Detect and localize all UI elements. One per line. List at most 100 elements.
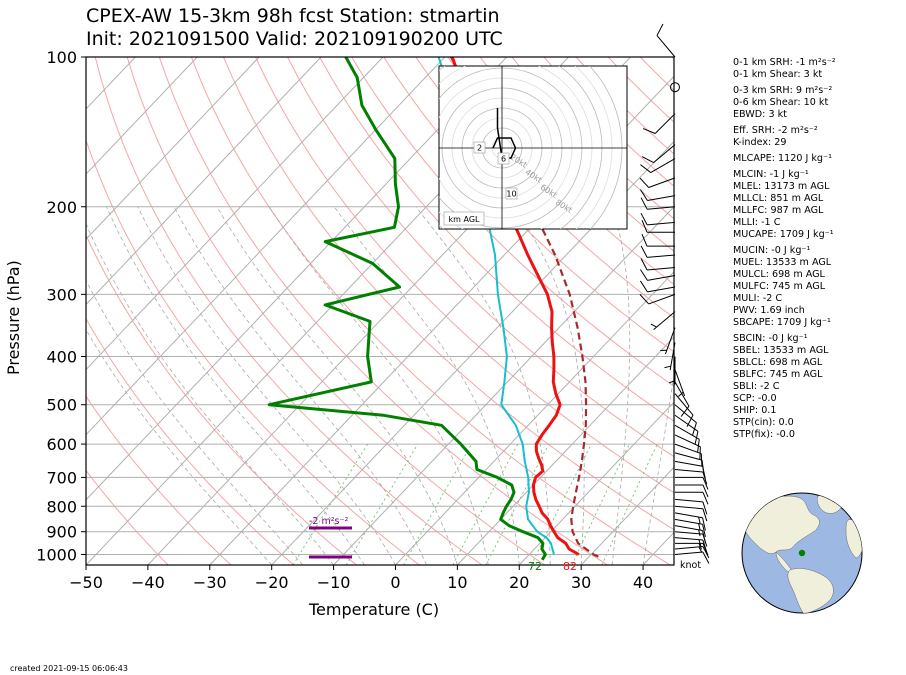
north-america — [742, 495, 820, 554]
moist-adiabat — [173, 206, 427, 565]
wind-barb — [675, 491, 709, 505]
dry-adiabat — [319, 57, 674, 422]
moist-adiabat — [86, 328, 272, 565]
barb-staff — [647, 254, 676, 258]
wind-barb — [675, 476, 709, 490]
isotherm — [86, 57, 384, 371]
dry-adiabat — [86, 395, 232, 565]
south-america — [787, 568, 834, 613]
dry-adiabat — [255, 57, 674, 494]
barb-full — [640, 197, 648, 210]
barb-staff — [674, 404, 697, 424]
wind-barb — [641, 144, 676, 164]
stat-mlli: MLLI: -1 C — [733, 217, 781, 228]
chart-subtitle: Init: 2021091500 Valid: 202109190200 UTC — [86, 28, 503, 50]
stat-mucape: MUCAPE: 1709 J kg⁻¹ — [733, 229, 834, 240]
x-tick-label: 0 — [390, 573, 400, 592]
isotherm — [86, 57, 198, 175]
barb-staff — [648, 177, 676, 188]
moist-adiabat — [137, 206, 396, 565]
barb-staff — [674, 393, 694, 416]
wind-barb — [639, 280, 676, 293]
wind-barb — [674, 551, 710, 564]
wind-barb — [674, 434, 701, 460]
barb-full — [697, 439, 700, 453]
barb-staff — [647, 275, 676, 281]
barb-staff — [674, 498, 703, 503]
dry-adiabat — [351, 57, 674, 387]
isotherm — [86, 57, 508, 501]
barb-staff — [674, 460, 703, 467]
barb-full — [686, 414, 694, 427]
stat-mucin: MUCIN: -0 J kg⁻¹ — [733, 245, 811, 256]
barb-full — [656, 23, 664, 36]
wind-barb — [674, 404, 697, 436]
barb-staff — [647, 267, 676, 271]
barb-half — [664, 365, 671, 369]
barb-half — [650, 323, 657, 328]
hodograph-trace — [492, 108, 517, 159]
mixing-ratio-line — [571, 443, 630, 565]
barb-full — [702, 530, 706, 544]
stat-effsrh: Eff. SRH: -2 m²s⁻² — [733, 125, 818, 136]
moist-adiabat — [513, 206, 585, 565]
barb-staff — [674, 381, 690, 407]
barb-half — [698, 546, 703, 553]
barb-staff — [664, 327, 676, 355]
stat-mlel: MLEL: 13173 m AGL — [733, 181, 830, 192]
barb-full — [702, 501, 708, 515]
wind-barb — [674, 518, 706, 538]
wind-barb — [640, 258, 676, 271]
barb-staff — [648, 293, 676, 305]
barb-full — [639, 294, 650, 305]
wind-barb — [640, 245, 676, 258]
barb-full — [640, 245, 648, 258]
moist-adiabat — [333, 206, 520, 565]
surface-dewpoint-label: 72 — [528, 560, 542, 573]
barb-staff — [650, 158, 676, 173]
annotations: -2 m²s⁻² 72 82 — [309, 516, 577, 573]
barb-half — [698, 543, 702, 550]
hodograph-frame — [438, 65, 628, 230]
hodograph-height-box — [497, 152, 510, 165]
barb-staff — [674, 546, 703, 550]
stat-kindex: K-index: 29 — [733, 137, 787, 148]
wind-barb — [674, 512, 706, 531]
wind-barb — [660, 327, 676, 355]
hodograph-legend-box — [443, 211, 485, 226]
barb-staff — [674, 531, 703, 535]
dry-adiabat — [86, 138, 420, 565]
hodograph-height-box — [473, 141, 486, 154]
barb-full — [641, 233, 648, 247]
hodograph-height-box — [505, 187, 518, 200]
barb-full — [692, 422, 697, 436]
dry-adiabat — [86, 317, 295, 565]
isotherm — [395, 271, 674, 565]
stat-scp: SCP: -0.0 — [733, 393, 777, 404]
moist-adiabat — [611, 206, 631, 565]
barb-full — [694, 431, 699, 445]
barb-full — [702, 477, 709, 490]
barb-full — [641, 156, 654, 164]
chart-title: CPEX-AW 15-3km 98h fcst Station: stmarti… — [86, 5, 500, 27]
barb-full — [639, 189, 648, 201]
x-tick-label: −10 — [317, 573, 351, 592]
dewpoint-profile — [267, 57, 547, 561]
barb-staff — [647, 221, 676, 226]
barb-full — [702, 551, 710, 564]
wind-barb — [650, 311, 676, 331]
barb-staff — [674, 525, 703, 531]
wind-barb — [639, 269, 676, 281]
wind-barb — [674, 452, 705, 474]
wind-barb — [656, 23, 676, 58]
x-axis-label: Temperature (C) — [309, 600, 440, 619]
barb-full — [639, 177, 650, 188]
wind-barb — [674, 537, 708, 553]
wind-barb — [639, 177, 676, 188]
stat-stpcin: STP(cin): 0.0 — [733, 417, 794, 428]
wind-barb — [674, 525, 706, 544]
x-tick-label: 10 — [447, 573, 467, 592]
barb-full — [641, 220, 648, 233]
barb-staff — [656, 35, 676, 58]
